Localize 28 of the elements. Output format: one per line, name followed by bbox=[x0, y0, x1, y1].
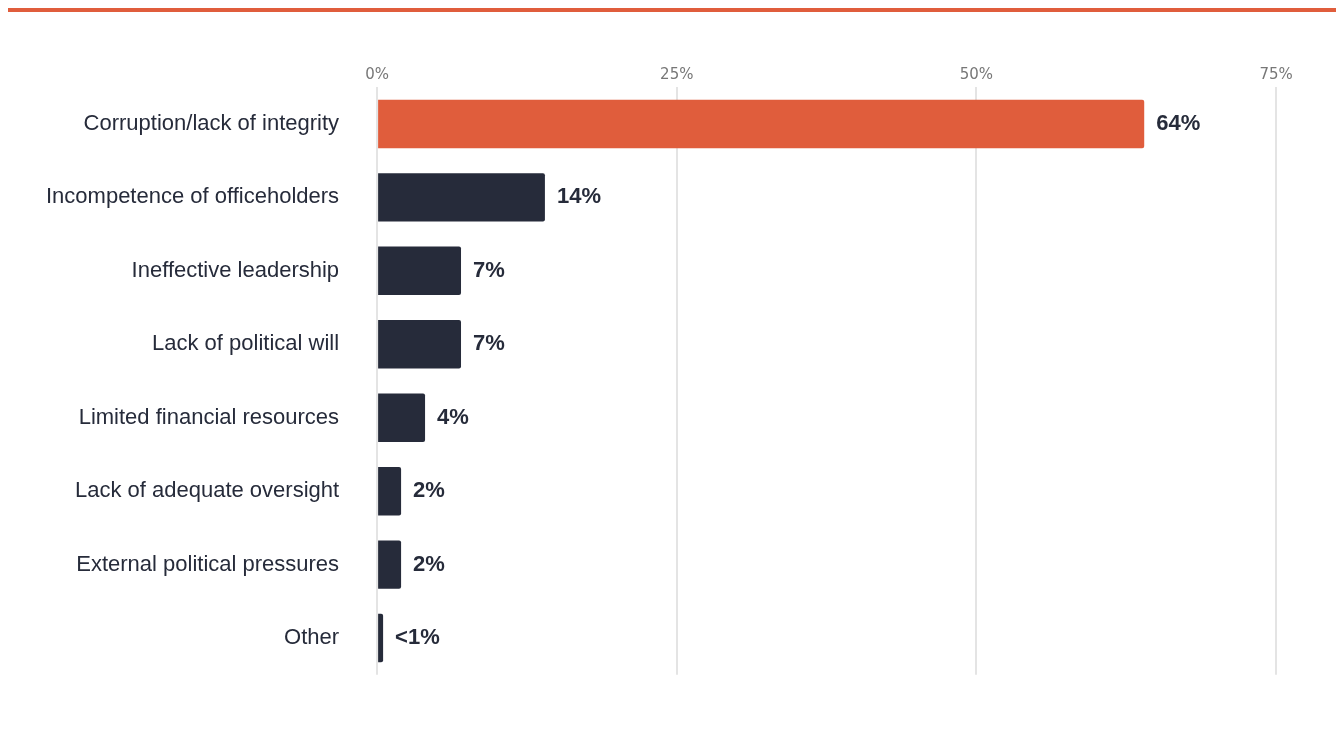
bar bbox=[378, 393, 426, 442]
data-label: 4% bbox=[437, 403, 469, 429]
bar bbox=[378, 320, 462, 369]
x-tick-label: 25% bbox=[660, 65, 694, 84]
y-tick-label: Ineffective leadership bbox=[131, 256, 340, 282]
x-tick-label: 0% bbox=[365, 65, 390, 84]
bar bbox=[378, 246, 462, 296]
bar bbox=[378, 466, 402, 516]
y-tick-label: Other bbox=[284, 624, 340, 650]
x-tick-label: 50% bbox=[959, 65, 994, 84]
data-label: 7% bbox=[473, 256, 505, 282]
y-tick-label: Limited financial resources bbox=[78, 403, 340, 429]
y-tick-label: Lack of adequate oversight bbox=[74, 477, 340, 503]
data-label: 2% bbox=[413, 477, 445, 503]
y-tick-label: Incompetence of officeholders bbox=[45, 183, 340, 209]
data-label: <1% bbox=[395, 624, 440, 650]
y-tick-label: External political pressures bbox=[76, 550, 340, 576]
y-tick-label: Corruption/lack of integrity bbox=[83, 109, 340, 135]
data-label: 14% bbox=[556, 183, 601, 209]
y-tick-label: Lack of political will bbox=[152, 330, 340, 356]
x-tick-label: 75% bbox=[1259, 65, 1293, 84]
data-label: 7% bbox=[473, 330, 505, 356]
data-label: 2% bbox=[413, 550, 445, 576]
data-label: 64% bbox=[1156, 109, 1201, 135]
bar bbox=[378, 173, 545, 222]
bar bbox=[378, 540, 402, 589]
bar bbox=[378, 99, 1145, 149]
bar bbox=[378, 613, 384, 663]
